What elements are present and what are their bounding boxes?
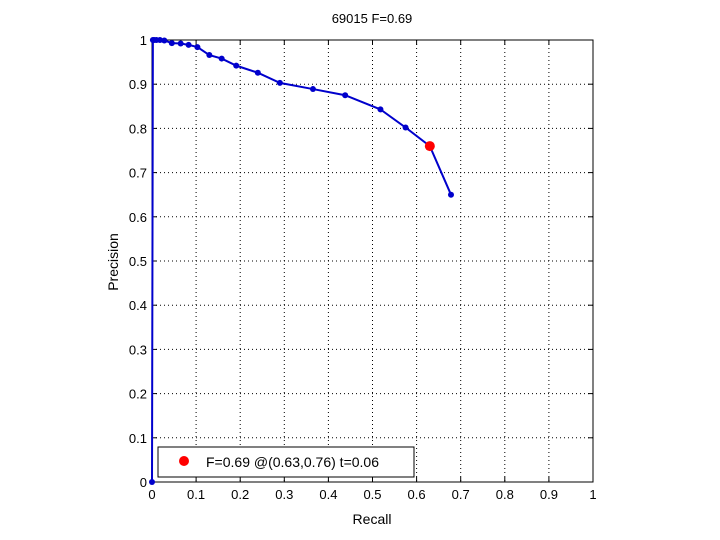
x-tick-label: 0.7 <box>452 487 470 502</box>
pr-curve-point <box>254 69 261 76</box>
x-tick-label: 0.4 <box>319 487 337 502</box>
y-tick-label: 0.3 <box>129 342 147 357</box>
x-tick-label: 0.8 <box>496 487 514 502</box>
pr-curve-point <box>447 191 454 198</box>
legend: F=0.69 @(0.63,0.76) t=0.06 <box>157 446 415 478</box>
y-tick-label: 0.7 <box>129 166 147 181</box>
pr-curve-point <box>194 44 201 51</box>
x-tick-label: 1 <box>589 487 596 502</box>
plot-area: 0 0.1 0.2 0.3 0.4 0.5 0.6 0.7 0.8 0.9 1 0 0.1 0.2 0.3 0… <box>129 33 597 502</box>
pr-curve-point <box>161 37 168 44</box>
x-tick-label: 0.2 <box>231 487 249 502</box>
y-tick-label: 0.9 <box>129 77 147 92</box>
y-tick-label: 0.6 <box>129 210 147 225</box>
pr-curve-point <box>309 86 316 93</box>
y-tick-label: 0.8 <box>129 121 147 136</box>
x-tick-label: 0.1 <box>187 487 205 502</box>
pr-curve-point <box>149 479 155 485</box>
pr-curve-point <box>233 62 240 69</box>
x-tick-label: 0.5 <box>363 487 381 502</box>
x-tick-label: 0 <box>148 487 155 502</box>
pr-curve-point <box>218 55 225 62</box>
pr-curve-point <box>276 79 283 86</box>
x-tick-label: 0.3 <box>275 487 293 502</box>
legend-box <box>157 446 415 478</box>
legend-label: F=0.69 @(0.63,0.76) t=0.06 <box>206 454 379 470</box>
y-tick-label: 0.2 <box>129 387 147 402</box>
legend-marker <box>179 456 189 466</box>
pr-curve-point <box>402 124 409 131</box>
pr-curve-point <box>168 40 175 47</box>
y-tick-label: 0 <box>140 475 147 490</box>
y-tick-label: 0.4 <box>129 298 147 313</box>
best-f-point <box>424 141 435 152</box>
pr-curve-point <box>177 40 184 47</box>
y-tick-label: 0.5 <box>129 254 147 269</box>
chart-title: 69015 F=0.69 <box>332 11 413 26</box>
y-axis-label: Precision <box>105 233 121 291</box>
y-tick-label: 0.1 <box>129 431 147 446</box>
pr-curve-point <box>185 41 192 48</box>
pr-curve-point <box>377 106 384 113</box>
pr-curve-point <box>206 52 213 59</box>
x-axis-label: Recall <box>353 511 392 527</box>
pr-curve-point <box>156 37 163 43</box>
y-tick-label: 1 <box>140 33 147 48</box>
x-tick-label: 0.6 <box>408 487 426 502</box>
pr-curve-point <box>342 92 349 99</box>
x-tick-label: 0.9 <box>540 487 558 502</box>
